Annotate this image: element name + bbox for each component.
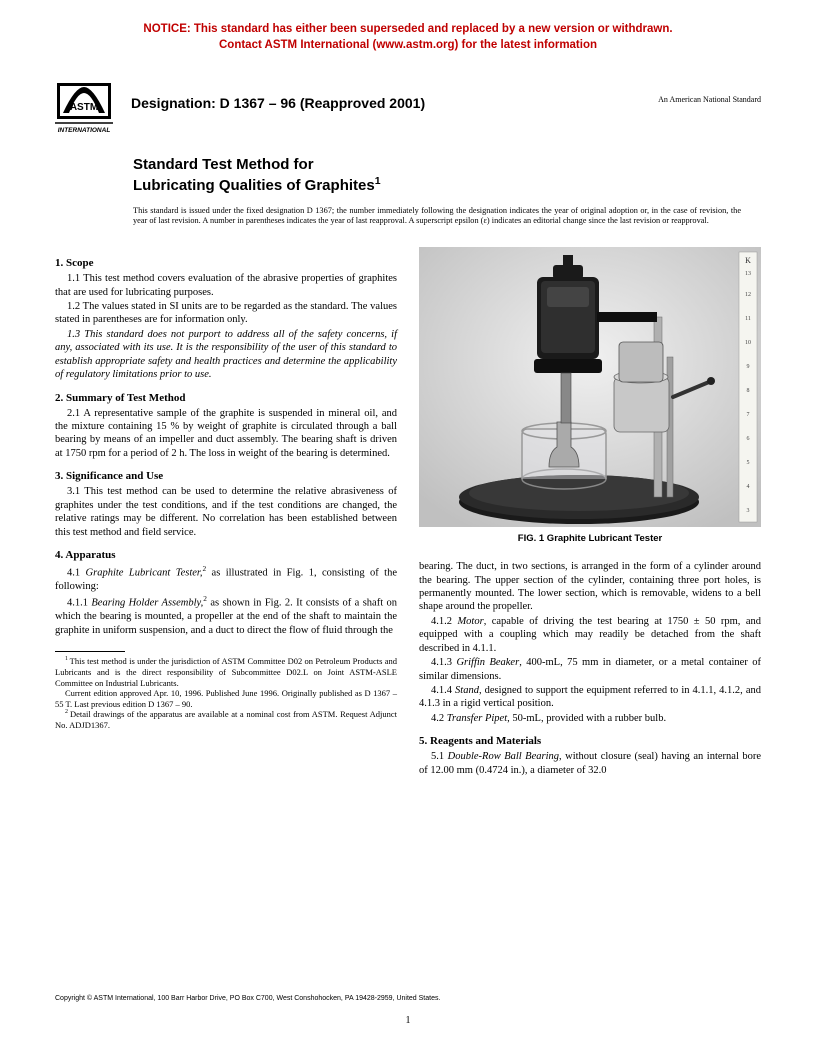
svg-text:11: 11 [745,316,751,322]
svg-text:8: 8 [747,388,750,394]
para-5-1: 5.1 Double-Row Ball Bearing, without clo… [419,750,761,777]
section-3-head: 3. Significance and Use [55,470,397,482]
svg-text:6: 6 [747,436,750,442]
svg-text:5: 5 [747,460,750,466]
para-4-1: 4.1 Graphite Lubricant Tester,2 as illus… [55,564,397,593]
section-2-head: 2. Summary of Test Method [55,392,397,404]
ansi-note: An American National Standard [658,95,761,104]
para-3-1: 3.1 This test method can be used to dete… [55,485,397,539]
svg-text:7: 7 [747,412,750,418]
svg-text:3: 3 [747,508,750,514]
svg-text:10: 10 [745,340,751,346]
section-5-head: 5. Reagents and Materials [419,735,761,747]
svg-text:9: 9 [747,364,750,370]
para-1-2: 1.2 The values stated in SI units are to… [55,300,397,327]
right-column: K 3 4 5 6 7 8 9 10 11 12 13 [419,247,761,778]
para-4-2: 4.2 Transfer Pipet, 50-mL, provided with… [419,712,761,725]
designation: Designation: D 1367 – 96 (Reapproved 200… [131,95,658,111]
para-4-1-4: 4.1.4 Stand, designed to support the equ… [419,684,761,711]
para-col2-cont: bearing. The duct, in two sections, is a… [419,560,761,614]
para-1-1: 1.1 This test method covers evaluation o… [55,272,397,299]
figure-1: K 3 4 5 6 7 8 9 10 11 12 13 [419,247,761,527]
svg-text:INTERNATIONAL: INTERNATIONAL [58,127,111,134]
svg-text:ASTM: ASTM [70,102,98,113]
svg-text:13: 13 [745,271,751,277]
supersession-notice: NOTICE: This standard has either been su… [55,22,761,53]
section-1-head: 1. Scope [55,257,397,269]
para-4-1-3: 4.1.3 Griffin Beaker, 400-mL, 75 mm in d… [419,656,761,683]
footnote-rule [55,651,125,652]
svg-text:4: 4 [747,484,750,490]
title-line1: Standard Test Method for [133,156,314,173]
svg-text:12: 12 [745,292,751,298]
para-1-3: 1.3 This standard does not purport to ad… [55,328,397,382]
copyright-line: Copyright © ASTM International, 100 Barr… [55,995,440,1002]
footnote-1: 1 This test method is under the jurisdic… [55,656,397,688]
body-columns: 1. Scope 1.1 This test method covers eva… [55,247,761,778]
figure-1-caption: FIG. 1 Graphite Lubricant Tester [419,533,761,544]
svg-text:K: K [745,256,751,265]
left-column: 1. Scope 1.1 This test method covers eva… [55,247,397,778]
section-4-head: 4. Apparatus [55,549,397,561]
issuance-note: This standard is issued under the fixed … [133,206,741,228]
header-row: ASTM INTERNATIONAL Designation: D 1367 –… [55,77,761,138]
footnote-1b: Current edition approved Apr. 10, 1996. … [55,688,397,709]
page-number: 1 [0,1015,816,1026]
para-4-1-1: 4.1.1 Bearing Holder Assembly,2 as shown… [55,594,397,637]
title-sup: 1 [375,175,381,187]
para-2-1: 2.1 A representative sample of the graph… [55,407,397,461]
astm-logo: ASTM INTERNATIONAL [55,77,113,138]
footnote-2: 2 Detail drawings of the apparatus are a… [55,709,397,730]
title-line2: Lubricating Qualities of Graphites [133,177,375,194]
title-block: Standard Test Method for Lubricating Qua… [133,156,761,196]
notice-line2: Contact ASTM International (www.astm.org… [219,39,597,51]
notice-line1: NOTICE: This standard has either been su… [143,23,672,35]
para-4-1-2: 4.1.2 Motor, capable of driving the test… [419,615,761,655]
